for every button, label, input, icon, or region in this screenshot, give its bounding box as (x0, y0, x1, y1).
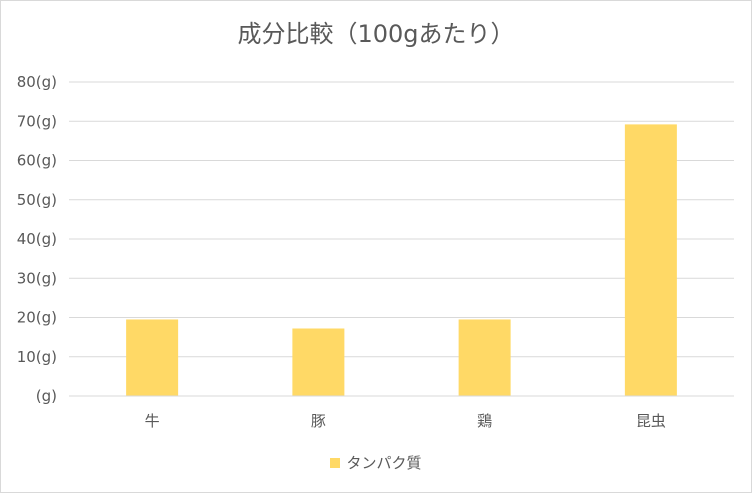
x-axis-tick-labels: 牛 豚 鶏 昆虫 (145, 412, 666, 430)
y-tick-label: 80(g) (17, 73, 57, 91)
legend-label-protein: タンパク質 (346, 454, 422, 472)
legend: タンパク質 (1, 452, 751, 473)
bars (126, 124, 677, 396)
bar-1 (292, 328, 345, 396)
bar-3 (624, 124, 677, 396)
x-tick-label: 昆虫 (636, 412, 666, 430)
x-tick-label: 牛 (145, 412, 160, 430)
bar-2 (458, 319, 511, 396)
x-tick-label: 鶏 (477, 412, 492, 430)
y-tick-label: 10(g) (17, 348, 57, 366)
y-tick-label: 50(g) (17, 191, 57, 209)
y-tick-label: 20(g) (17, 309, 57, 327)
x-tick-label: 豚 (311, 412, 326, 430)
bar-0 (126, 319, 179, 396)
chart-title: 成分比較（100gあたり） (237, 20, 515, 48)
y-tick-label: (g) (36, 387, 57, 405)
legend-swatch-protein (330, 457, 341, 468)
y-tick-label: 40(g) (17, 230, 57, 248)
y-tick-label: 70(g) (17, 112, 57, 130)
y-axis-tick-labels: (g) 10(g) 20(g) 30(g) 40(g) 50(g) 60(g) 70(g) 80… (17, 73, 57, 405)
y-tick-label: 30(g) (17, 269, 57, 287)
gridlines (69, 81, 734, 358)
y-tick-label: 60(g) (17, 152, 57, 170)
